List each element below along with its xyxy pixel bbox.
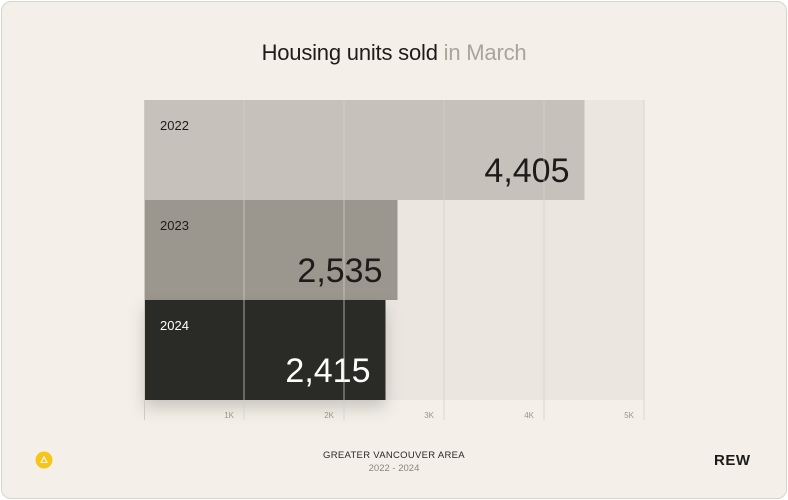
rew-logo-icon	[35, 451, 53, 469]
brand-wordmark: REW	[714, 452, 751, 469]
value-label-2023: 2,535	[297, 252, 382, 290]
x-tick-label-4K: 4K	[524, 411, 534, 420]
x-tick-label-2K: 2K	[324, 411, 334, 420]
value-label-2022: 4,405	[484, 152, 569, 190]
bar-2023	[144, 200, 398, 300]
chart-title: Housing units sold in March	[2, 40, 786, 66]
years-label: 2022 - 2024	[368, 463, 420, 474]
x-tick-label-3K: 3K	[424, 411, 434, 420]
x-tick-label-1K: 1K	[224, 411, 234, 420]
chart-title-highlight: in March	[443, 40, 527, 65]
bar-2022	[144, 100, 585, 200]
value-label-2024: 2,415	[285, 352, 370, 390]
chart-title-main: Housing units sold	[261, 40, 438, 65]
category-label-2024: 2024	[160, 318, 189, 333]
region-label: GREATER VANCOUVER AREA	[323, 450, 465, 461]
category-label-2023: 2023	[160, 218, 189, 233]
category-label-2022: 2022	[160, 118, 189, 133]
x-tick-label-5K: 5K	[624, 411, 634, 420]
footer-caption: GREATER VANCOUVER AREA 2022 - 2024	[2, 450, 786, 474]
bar-2024	[144, 300, 386, 400]
